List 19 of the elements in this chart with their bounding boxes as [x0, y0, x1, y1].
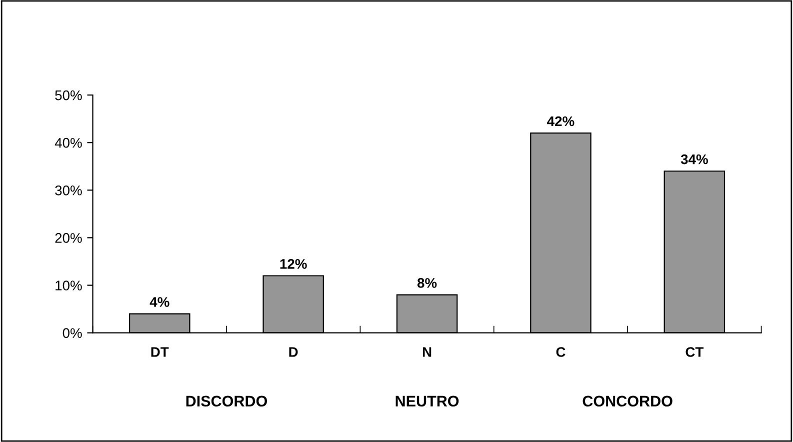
y-tick-label: 10%: [56, 280, 82, 290]
x-tick-label: CT: [686, 347, 704, 357]
data-label: 34%: [680, 154, 708, 164]
y-tick-label: 50%: [55, 90, 82, 100]
text: NEUTRO: [396, 396, 459, 407]
data-label: 42%: [547, 116, 574, 126]
x-tick-label: D: [289, 347, 298, 357]
x-tick-label: DT: [151, 347, 169, 357]
text: CONCORDO: [582, 396, 672, 407]
y-tick-label: 0%: [62, 328, 82, 338]
data-label: 4%: [150, 297, 170, 307]
y-tick-label: 20%: [55, 233, 82, 243]
data-label: 12%: [280, 259, 307, 269]
x-tick-label: C: [556, 347, 566, 357]
y-tick-label: 30%: [55, 185, 82, 196]
data-label: 8%: [417, 278, 437, 288]
y-tick-label: 40%: [54, 138, 82, 148]
x-tick-label: N: [422, 347, 432, 357]
text: DISCORDO: [186, 396, 268, 407]
